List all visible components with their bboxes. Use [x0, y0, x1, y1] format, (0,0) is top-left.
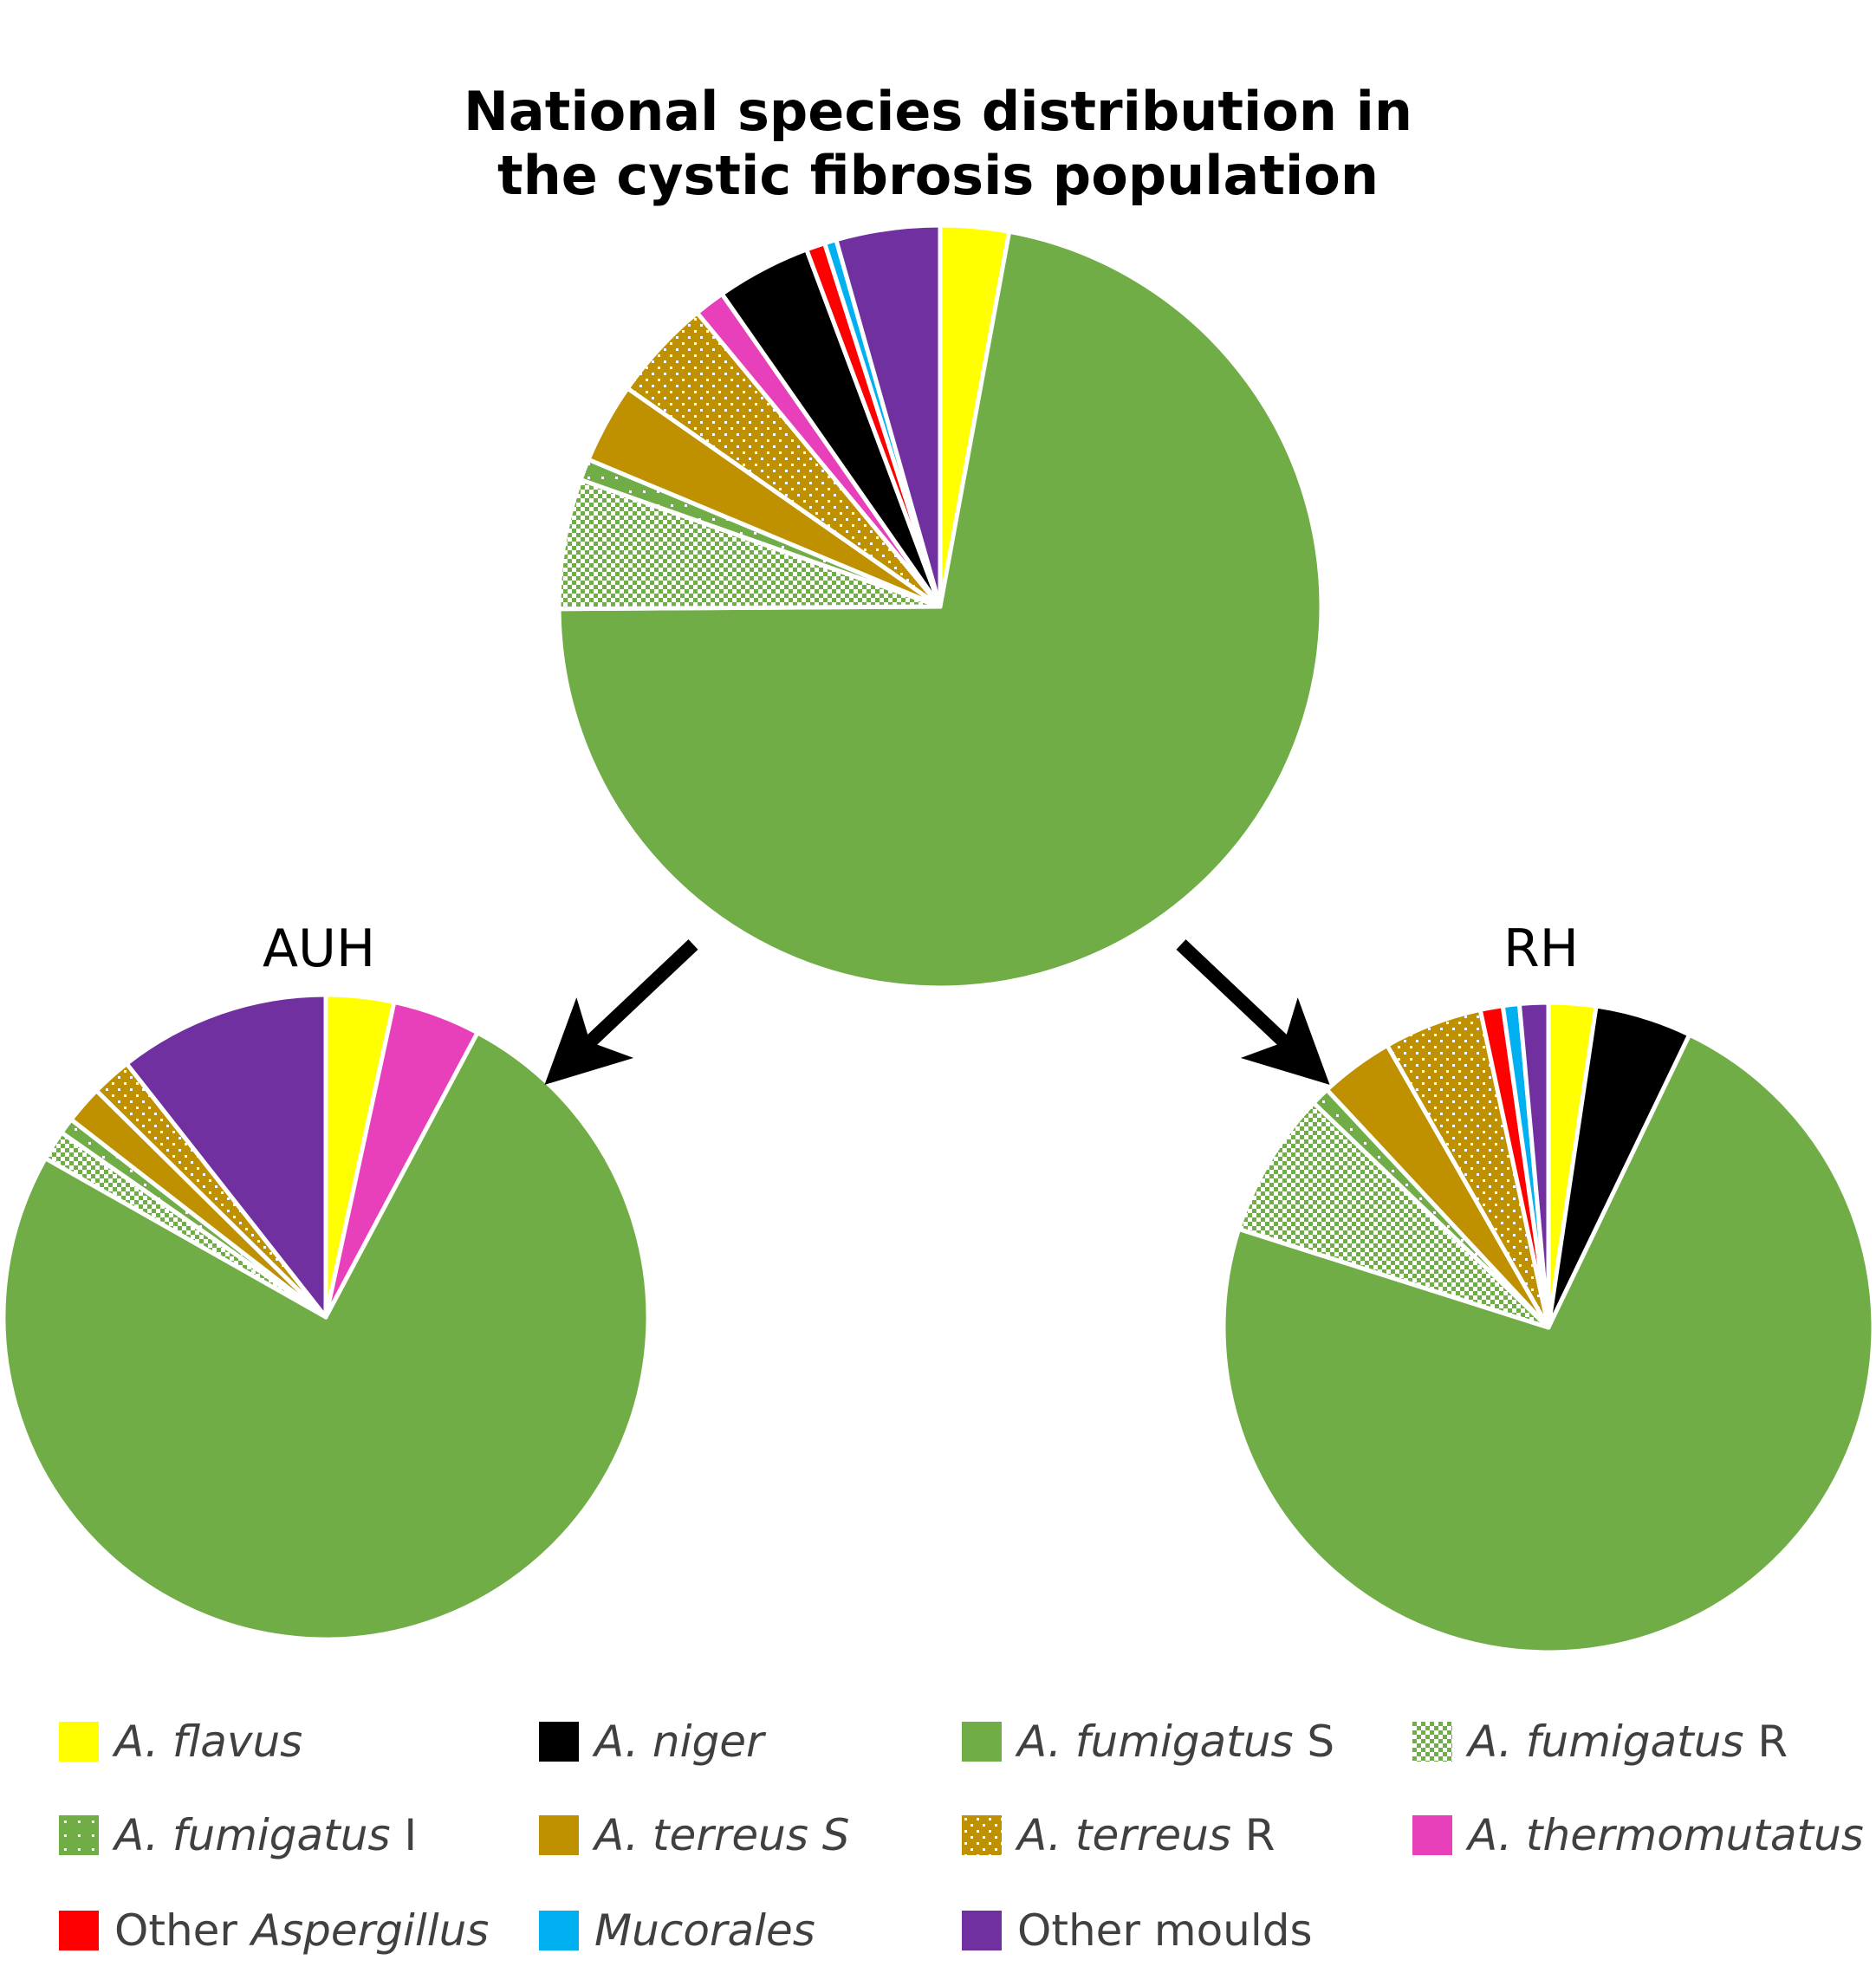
legend-swatch-a-niger [539, 1722, 579, 1762]
auh-slice-other-moulds [124, 992, 328, 1320]
legend-swatch-mucorales [539, 1911, 579, 1950]
pie-title-auh: AUH [263, 918, 376, 979]
legend-label-italic: A. flavus [114, 1717, 303, 1767]
auh-slice-a-fumigatus-s [1, 1030, 651, 1642]
legend-label: A. terreus S [594, 1810, 850, 1860]
legend-label: A. thermomutatus [1468, 1810, 1864, 1860]
national-slice-a-fumigatus-s [556, 229, 1324, 990]
rh-slice-other-moulds [1516, 1000, 1551, 1330]
legend-item-a-flavus: A. flavus [59, 1716, 302, 1768]
rh-slice-a-fumigatus-r [1237, 1100, 1551, 1330]
arrow-to-auh [544, 939, 698, 1085]
legend-label-italic: A. fumigatus [114, 1810, 391, 1860]
legend-swatch-a-terreus-r [962, 1815, 1002, 1855]
legend-swatch-a-thermomutatus [1412, 1815, 1452, 1855]
legend-swatch-a-flavus [59, 1722, 99, 1762]
legend-label: A. flavus [114, 1717, 302, 1767]
legend-label-italic: A. fumigatus [1017, 1717, 1294, 1767]
legend-label-suffix: S [1293, 1717, 1335, 1767]
national-slice-other-moulds [834, 223, 943, 609]
legend-label: A. fumigatus S [1017, 1717, 1334, 1767]
legend-label-italic: Mucorales [594, 1905, 815, 1956]
legend-label-italic: A. niger [594, 1717, 764, 1767]
legend-label-italic: A. thermomutatus [1468, 1810, 1864, 1860]
pie-rh [1221, 1000, 1876, 1655]
legend-label-italic: A. terreus S [594, 1810, 850, 1860]
legend-label: Other Aspergillus [114, 1905, 489, 1956]
legend-label-suffix: I [390, 1810, 418, 1860]
legend-label-prefix: Other moulds [1017, 1905, 1313, 1956]
legend-swatch-other-moulds [962, 1911, 1002, 1950]
legend: A. flavus A. niger A. fumigatus S A. fumiga… [0, 1716, 1876, 1986]
legend-item-a-terreus-s: A. terreus S [539, 1809, 850, 1861]
national-slice-a-fumigatus-r [556, 477, 943, 612]
legend-swatch-a-terreus-s [539, 1815, 579, 1855]
legend-label: A. fumigatus I [114, 1810, 417, 1860]
pie-auh [1, 992, 651, 1642]
legend-swatch-a-fumigatus-s [962, 1722, 1002, 1762]
legend-swatch-a-fumigatus-r [1412, 1722, 1452, 1762]
legend-item-a-terreus-r: A. terreus R [962, 1809, 1276, 1861]
legend-label: A. fumigatus R [1468, 1717, 1788, 1767]
legend-label: A. terreus R [1017, 1810, 1276, 1860]
legend-label: Other moulds [1017, 1905, 1313, 1956]
legend-label-suffix: R [1230, 1810, 1276, 1860]
legend-item-a-fumigatus-i: A. fumigatus I [59, 1809, 417, 1861]
chart-title-line-2: the cystic fibrosis population [497, 144, 1379, 207]
legend-item-a-fumigatus-s: A. fumigatus S [962, 1716, 1334, 1768]
legend-item-mucorales: Mucorales [539, 1905, 815, 1957]
pie-title-rh: RH [1503, 918, 1579, 979]
chart-title-line-1: National species distribution in [463, 80, 1413, 143]
legend-item-a-niger: A. niger [539, 1716, 764, 1768]
arrow-to-rh [1176, 939, 1330, 1085]
legend-item-other-aspergillus: Other Aspergillus [59, 1905, 489, 1957]
legend-label: A. niger [594, 1717, 764, 1767]
legend-item-a-thermomutatus: A. thermomutatus [1412, 1809, 1864, 1861]
legend-label-italic: A. terreus [1017, 1810, 1231, 1860]
pie-national [556, 223, 1324, 990]
legend-label-suffix: R [1743, 1717, 1788, 1767]
legend-swatch-other-aspergillus [59, 1911, 99, 1950]
legend-item-a-fumigatus-r: A. fumigatus R [1412, 1716, 1788, 1768]
legend-label-prefix: Other [114, 1905, 251, 1956]
legend-swatch-a-fumigatus-i [59, 1815, 99, 1855]
legend-label: Mucorales [594, 1905, 815, 1956]
legend-item-other-moulds: Other moulds [962, 1905, 1313, 1957]
legend-label-italic: A. fumigatus [1468, 1717, 1744, 1767]
legend-label-italic: Aspergillus [250, 1905, 490, 1956]
rh-slice-a-fumigatus-s [1221, 1032, 1876, 1655]
